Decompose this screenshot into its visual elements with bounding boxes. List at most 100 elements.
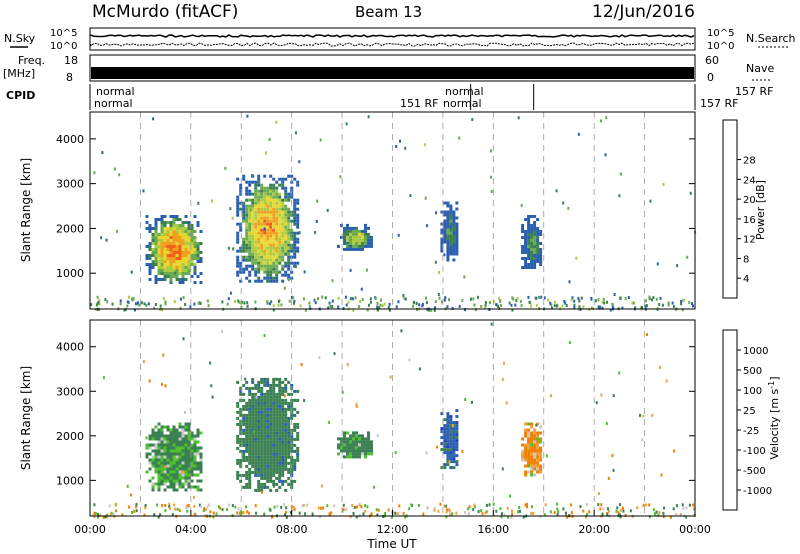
echo-cell — [284, 386, 288, 390]
echo-cell — [370, 452, 373, 456]
echo-cell — [254, 183, 258, 187]
echo-cell — [443, 451, 447, 455]
echo-cell — [443, 418, 447, 422]
speckle-cell — [434, 260, 437, 264]
echo-cell — [157, 482, 161, 486]
echo-cell — [524, 239, 528, 242]
echo-cell — [248, 237, 252, 241]
echo-cell — [199, 467, 203, 471]
colorbar-tick-label: 500 — [743, 366, 762, 377]
echo-cell — [269, 425, 273, 429]
echo-cell — [251, 192, 255, 196]
echo-cell — [257, 419, 261, 423]
echo-cell — [275, 488, 279, 492]
echo-cell — [187, 260, 191, 263]
echo-cell — [533, 266, 537, 269]
echo-cell — [275, 434, 279, 438]
speckle-cell — [619, 515, 622, 519]
echo-cell — [239, 201, 243, 205]
echo-cell — [269, 213, 273, 217]
echo-cell — [187, 221, 191, 224]
echo-cell — [446, 228, 450, 232]
echo-cell — [263, 174, 267, 178]
speckle-cell — [619, 508, 622, 512]
echo-cell — [287, 198, 291, 202]
echo-cell — [154, 245, 158, 248]
echo-cell — [287, 428, 291, 432]
echo-cell — [248, 470, 252, 474]
speckle-cell — [327, 306, 330, 310]
echo-cell — [266, 270, 270, 274]
echo-cell — [266, 389, 270, 393]
speckle-cell — [135, 509, 138, 513]
echo-cell — [242, 419, 246, 423]
speckle-cell — [345, 508, 348, 512]
echo-cell — [536, 218, 540, 221]
speckle-cell — [642, 414, 645, 418]
speckle-cell — [631, 301, 634, 305]
echo-cell — [337, 452, 340, 456]
speckle-cell — [126, 300, 129, 304]
echo-cell — [272, 470, 276, 474]
speckle-cell — [691, 302, 693, 306]
speckle-cell — [320, 506, 323, 510]
echo-cell — [196, 248, 200, 251]
echo-cell — [160, 218, 164, 221]
echo-cell — [275, 249, 279, 253]
echo-cell — [169, 251, 173, 254]
speckle-cell — [645, 299, 647, 303]
echo-cell — [148, 443, 152, 447]
echo-cell — [284, 219, 288, 223]
echo-cell — [254, 449, 258, 453]
echo-cell — [242, 240, 246, 244]
echo-cell — [272, 177, 276, 181]
echo-cell — [248, 192, 252, 196]
echo-cell — [151, 434, 155, 438]
echo-cell — [193, 215, 197, 218]
echo-cell — [154, 278, 158, 281]
speckle-cell — [467, 507, 470, 511]
speckle-cell — [293, 299, 296, 303]
echo-cell — [190, 467, 194, 471]
echo-cell — [160, 461, 164, 465]
echo-cell — [190, 485, 194, 489]
echo-cell — [172, 434, 176, 438]
echo-cell — [181, 428, 185, 432]
y-tick-label: 1000 — [56, 474, 84, 487]
echo-cell — [236, 437, 240, 441]
speckle-cell — [206, 299, 209, 303]
echo-cell — [251, 213, 255, 217]
speckle-cell — [555, 189, 558, 193]
echo-cell — [284, 479, 288, 483]
echo-cell — [269, 419, 273, 423]
echo-cell — [184, 449, 188, 453]
echo-cell — [257, 407, 261, 411]
speckle-cell — [224, 166, 227, 170]
echo-cell — [236, 476, 240, 480]
echo-cell — [269, 189, 273, 193]
echo-cell — [275, 192, 279, 196]
echo-cell — [154, 275, 158, 278]
speckle-cell — [96, 295, 99, 299]
echo-cell — [287, 192, 291, 196]
echo-cell — [175, 461, 179, 465]
echo-cell — [536, 254, 540, 257]
echo-cell — [166, 485, 170, 489]
echo-cell — [181, 230, 185, 233]
echo-cell — [251, 207, 255, 211]
echo-cell — [533, 230, 537, 233]
echo-cell — [163, 443, 167, 447]
echo-cell — [524, 257, 528, 260]
speckle-cell — [617, 513, 620, 517]
echo-cell — [160, 473, 164, 477]
echo-cell — [352, 449, 355, 453]
echo-cell — [287, 255, 291, 259]
echo-cell — [272, 449, 276, 453]
echo-cell — [449, 460, 453, 464]
echo-cell — [530, 224, 534, 227]
echo-cell — [263, 410, 267, 414]
speckle-cell — [601, 300, 604, 304]
echo-cell — [293, 264, 297, 268]
echo-cell — [187, 452, 191, 456]
cpid-row2-b: normal — [443, 97, 482, 110]
